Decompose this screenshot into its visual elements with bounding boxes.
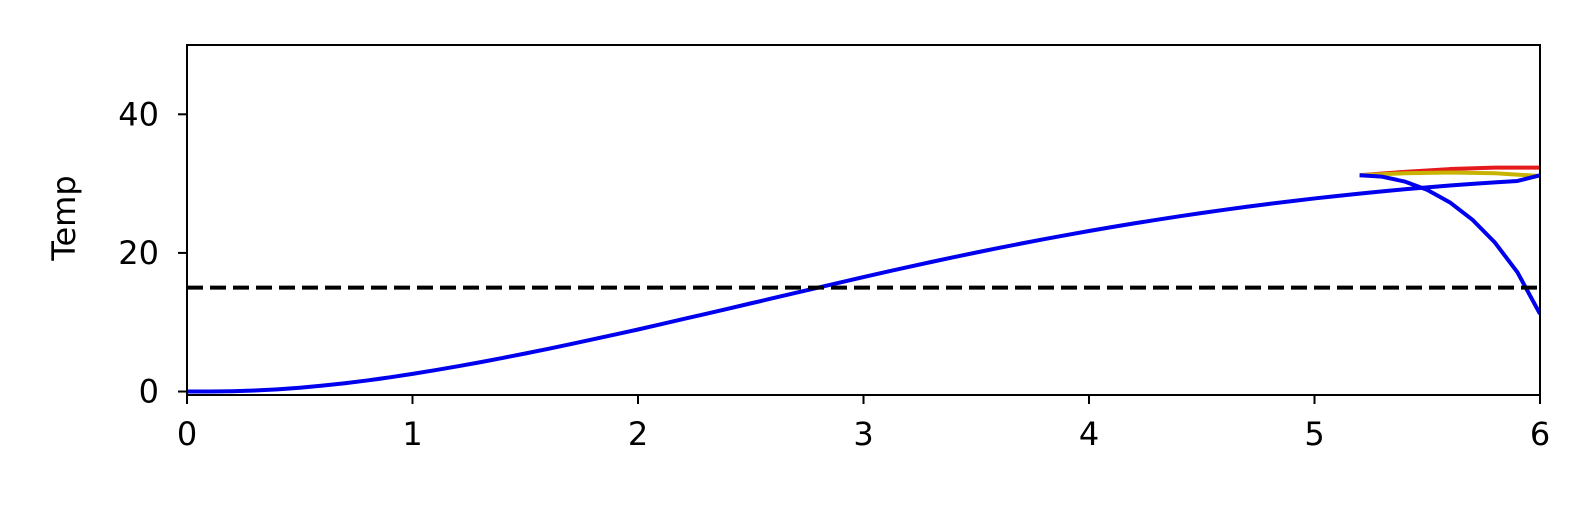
y-tick-label: 40 [118, 95, 159, 133]
axes-layer: 0 1 2 3 4 5 6 0 20 40 [118, 44, 1550, 453]
y-tick-label: 20 [118, 234, 159, 272]
x-tick-label: 1 [402, 415, 422, 453]
series-line-4 [1359, 173, 1540, 315]
x-tick-label: 0 [177, 415, 197, 453]
x-tick-label: 6 [1530, 415, 1550, 453]
series-line-2 [1359, 170, 1540, 178]
series-layer [187, 165, 1540, 394]
x-tick-label: 4 [1079, 415, 1099, 453]
y-tick-label: 0 [139, 373, 159, 411]
y-axis-title: Temp [45, 175, 83, 261]
plot-frame [186, 44, 1541, 396]
series-line-3 [187, 173, 1540, 394]
x-tick-label: 3 [853, 415, 873, 453]
x-tick-label: 2 [628, 415, 648, 453]
x-tick-label: 5 [1304, 415, 1324, 453]
